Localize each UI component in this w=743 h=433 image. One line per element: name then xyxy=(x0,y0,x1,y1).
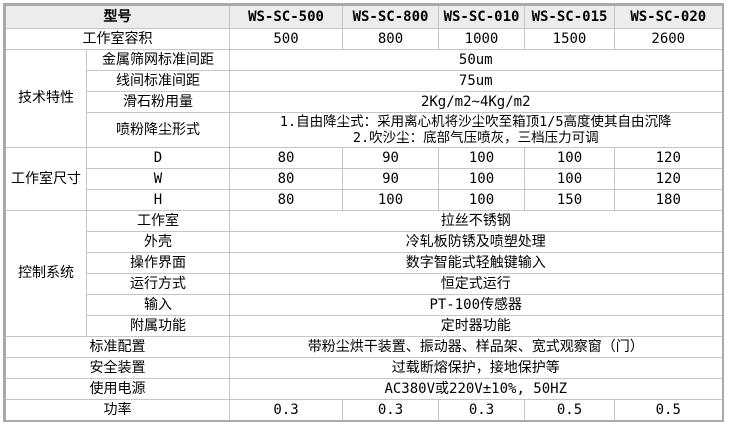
value-cell: 定时器功能 xyxy=(229,315,723,337)
value-cell: 2Kg/m2~4Kg/m2 xyxy=(229,91,723,113)
dust-method-line1: 1.自由降尘式：采用离心机将沙尘吹至箱顶1/5高度使其自由沉降 xyxy=(279,114,672,130)
value-cell: 拉丝不锈钢 xyxy=(229,210,723,232)
row-label-cell: 金属筛网标准间距 xyxy=(86,49,230,71)
model-name-cell: WS-SC-010 xyxy=(438,4,525,29)
row-label-cell: 安全装置 xyxy=(4,357,230,379)
value-cell: 1500 xyxy=(524,28,615,50)
table-row-aux: 附属功能 定时器功能 xyxy=(5,315,723,337)
table-row-width: W 80 90 100 100 120 xyxy=(5,168,723,190)
model-name-cell: WS-SC-500 xyxy=(229,4,343,29)
table-row-chamber: 控制系统 工作室 拉丝不锈钢 xyxy=(4,210,723,337)
row-label-cell: 滑石粉用量 xyxy=(86,91,230,113)
value-cell: 120 xyxy=(614,168,723,190)
value-cell: PT-100传感器 xyxy=(229,294,723,316)
value-cell: 100 xyxy=(524,168,615,190)
row-label-cell: 附属功能 xyxy=(86,315,230,337)
value-cell: 0.3 xyxy=(229,399,343,421)
value-cell: 100 xyxy=(438,189,525,211)
value-cell: 100 xyxy=(438,168,525,190)
table-row-height: H 80 100 100 150 180 xyxy=(5,189,723,211)
row-label-cell: 工作室容积 xyxy=(4,28,230,50)
spec-table: 型号 WS-SC-500 WS-SC-800 WS-SC-010 WS-SC-0… xyxy=(3,3,724,422)
model-name-cell: WS-SC-015 xyxy=(524,4,615,29)
value-cell: 过载断熔保护，接地保护等 xyxy=(229,357,723,379)
value-cell: 100 xyxy=(342,189,439,211)
value-cell: 100 xyxy=(524,147,615,169)
table-row-run-mode: 运行方式 恒定式运行 xyxy=(5,273,723,295)
value-cell: 带粉尘烘干装置、振动器、样品架、宽式观察窗（门） xyxy=(229,336,723,358)
value-cell: 数字智能式轻触键输入 xyxy=(229,252,723,274)
group-cell-size: 工作室尺寸 xyxy=(4,147,87,211)
value-cell: 1000 xyxy=(438,28,525,50)
table-row-talc: 滑石粉用量 2Kg/m2~4Kg/m2 xyxy=(5,91,723,113)
row-label-cell: 功率 xyxy=(4,399,230,421)
value-cell: 2600 xyxy=(614,28,723,50)
table-row-wire: 线间标准间距 75um xyxy=(5,70,723,92)
value-cell: 恒定式运行 xyxy=(229,273,723,295)
row-label-cell: 使用电源 xyxy=(4,378,230,400)
model-header-label: 型号 xyxy=(4,4,230,29)
row-label-cell: D xyxy=(86,147,230,169)
row-label-cell: 操作界面 xyxy=(86,252,230,274)
table-row-panel: 操作界面 数字智能式轻触键输入 xyxy=(5,252,723,274)
value-cell: 80 xyxy=(229,189,343,211)
row-label-cell: 标准配置 xyxy=(4,336,230,358)
row-label-cell: 工作室 xyxy=(86,210,230,232)
value-cell: 0.5 xyxy=(614,399,723,421)
value-cell: 180 xyxy=(614,189,723,211)
table-row-supply: 使用电源 AC380V或220V±10%, 50HZ xyxy=(4,378,723,400)
group-cell-control: 控制系统 xyxy=(4,210,87,337)
value-cell: 90 xyxy=(342,168,439,190)
model-name-cell: WS-SC-020 xyxy=(614,4,723,29)
group-cell-tech: 技术特性 xyxy=(4,49,87,148)
value-cell: 50um xyxy=(229,49,723,71)
value-cell: 0.3 xyxy=(438,399,525,421)
value-cell: 75um xyxy=(229,70,723,92)
table-row-mesh: 技术特性 金属筛网标准间距 50um xyxy=(4,49,723,148)
table-row-dust: 喷粉降尘形式 1.自由降尘式：采用离心机将沙尘吹至箱顶1/5高度使其自由沉降 2… xyxy=(5,112,723,148)
row-label-cell: 运行方式 xyxy=(86,273,230,295)
model-name-cell: WS-SC-800 xyxy=(342,4,439,29)
value-cell: 1.自由降尘式：采用离心机将沙尘吹至箱顶1/5高度使其自由沉降 2.吹沙尘：底部… xyxy=(229,112,723,148)
table-row-volume: 工作室容积 500 800 1000 1500 2600 xyxy=(4,28,723,50)
value-cell: 0.5 xyxy=(524,399,615,421)
table-row-input: 输入 PT-100传感器 xyxy=(5,294,723,316)
row-label-cell: 线间标准间距 xyxy=(86,70,230,92)
table-row-standard: 标准配置 带粉尘烘干装置、振动器、样品架、宽式观察窗（门） xyxy=(4,336,723,358)
dust-method-line2: 2.吹沙尘：底部气压喷灰，三档压力可调 xyxy=(352,130,599,146)
value-cell: 0.3 xyxy=(342,399,439,421)
value-cell: 150 xyxy=(524,189,615,211)
table-row-shell: 外壳 冷轧板防锈及喷塑处理 xyxy=(5,231,723,253)
table-row-depth: 工作室尺寸 D 80 90 100 100 120 xyxy=(4,147,723,211)
value-cell: 100 xyxy=(438,147,525,169)
value-cell: AC380V或220V±10%, 50HZ xyxy=(229,378,723,400)
value-cell: 800 xyxy=(342,28,439,50)
header-row: 型号 WS-SC-500 WS-SC-800 WS-SC-010 WS-SC-0… xyxy=(4,4,723,29)
value-cell: 80 xyxy=(229,147,343,169)
row-label-cell: 喷粉降尘形式 xyxy=(86,112,230,148)
table-row-power: 功率 0.3 0.3 0.3 0.5 0.5 xyxy=(4,399,723,421)
value-cell: 120 xyxy=(614,147,723,169)
value-cell: 90 xyxy=(342,147,439,169)
row-label-cell: 外壳 xyxy=(86,231,230,253)
row-label-cell: 输入 xyxy=(86,294,230,316)
row-label-cell: H xyxy=(86,189,230,211)
row-label-cell: W xyxy=(86,168,230,190)
value-cell: 80 xyxy=(229,168,343,190)
value-cell: 冷轧板防锈及喷塑处理 xyxy=(229,231,723,253)
value-cell: 500 xyxy=(229,28,343,50)
table-row-safety: 安全装置 过载断熔保护，接地保护等 xyxy=(4,357,723,379)
